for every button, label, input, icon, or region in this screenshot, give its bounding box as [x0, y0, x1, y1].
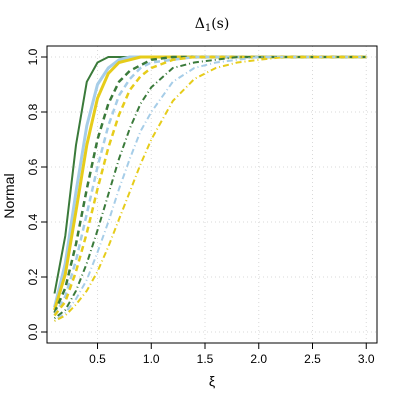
x-axis-label: ξ: [209, 373, 215, 389]
series-line-3: [53, 55, 367, 311]
x-tick-label: 0.5: [89, 352, 106, 366]
chart-title-tail: (s): [211, 16, 229, 32]
chart-title-base: Δ: [195, 16, 205, 32]
x-tick-label: 2.0: [250, 352, 267, 366]
x-tick-label: 1.5: [197, 352, 214, 366]
chart-title: Δ1(s): [195, 16, 230, 34]
y-tick-label: 0.8: [26, 103, 40, 120]
grid: [47, 46, 377, 343]
y-tick-label: 0.0: [26, 323, 40, 340]
series-line-4: [53, 55, 367, 314]
series-line-9: [54, 56, 367, 322]
y-axis-label: Normal: [1, 173, 17, 218]
chart-title-subscript: 1: [205, 23, 211, 34]
x-tick-label: 1.0: [143, 352, 160, 366]
y-tick-label: 1.0: [26, 48, 40, 65]
plot-frame: [46, 45, 378, 344]
series-line-8: [53, 56, 367, 322]
y-tick-label: 0.6: [26, 158, 40, 175]
series-line-2: [53, 55, 367, 308]
x-tick-label: 2.5: [304, 352, 321, 366]
series-line-7: [53, 56, 367, 320]
y-tick-label: 0.2: [26, 268, 40, 285]
series-layer: [53, 55, 367, 322]
y-axis: 0.0 0.2 0.4 0.6 0.8 1.0: [26, 48, 47, 340]
y-tick-label: 0.4: [26, 213, 40, 230]
x-axis: 0.5 1.0 1.5 2.0 2.5 3.0: [89, 343, 375, 366]
series-line-6: [53, 55, 367, 317]
x-tick-label: 3.0: [358, 352, 375, 366]
